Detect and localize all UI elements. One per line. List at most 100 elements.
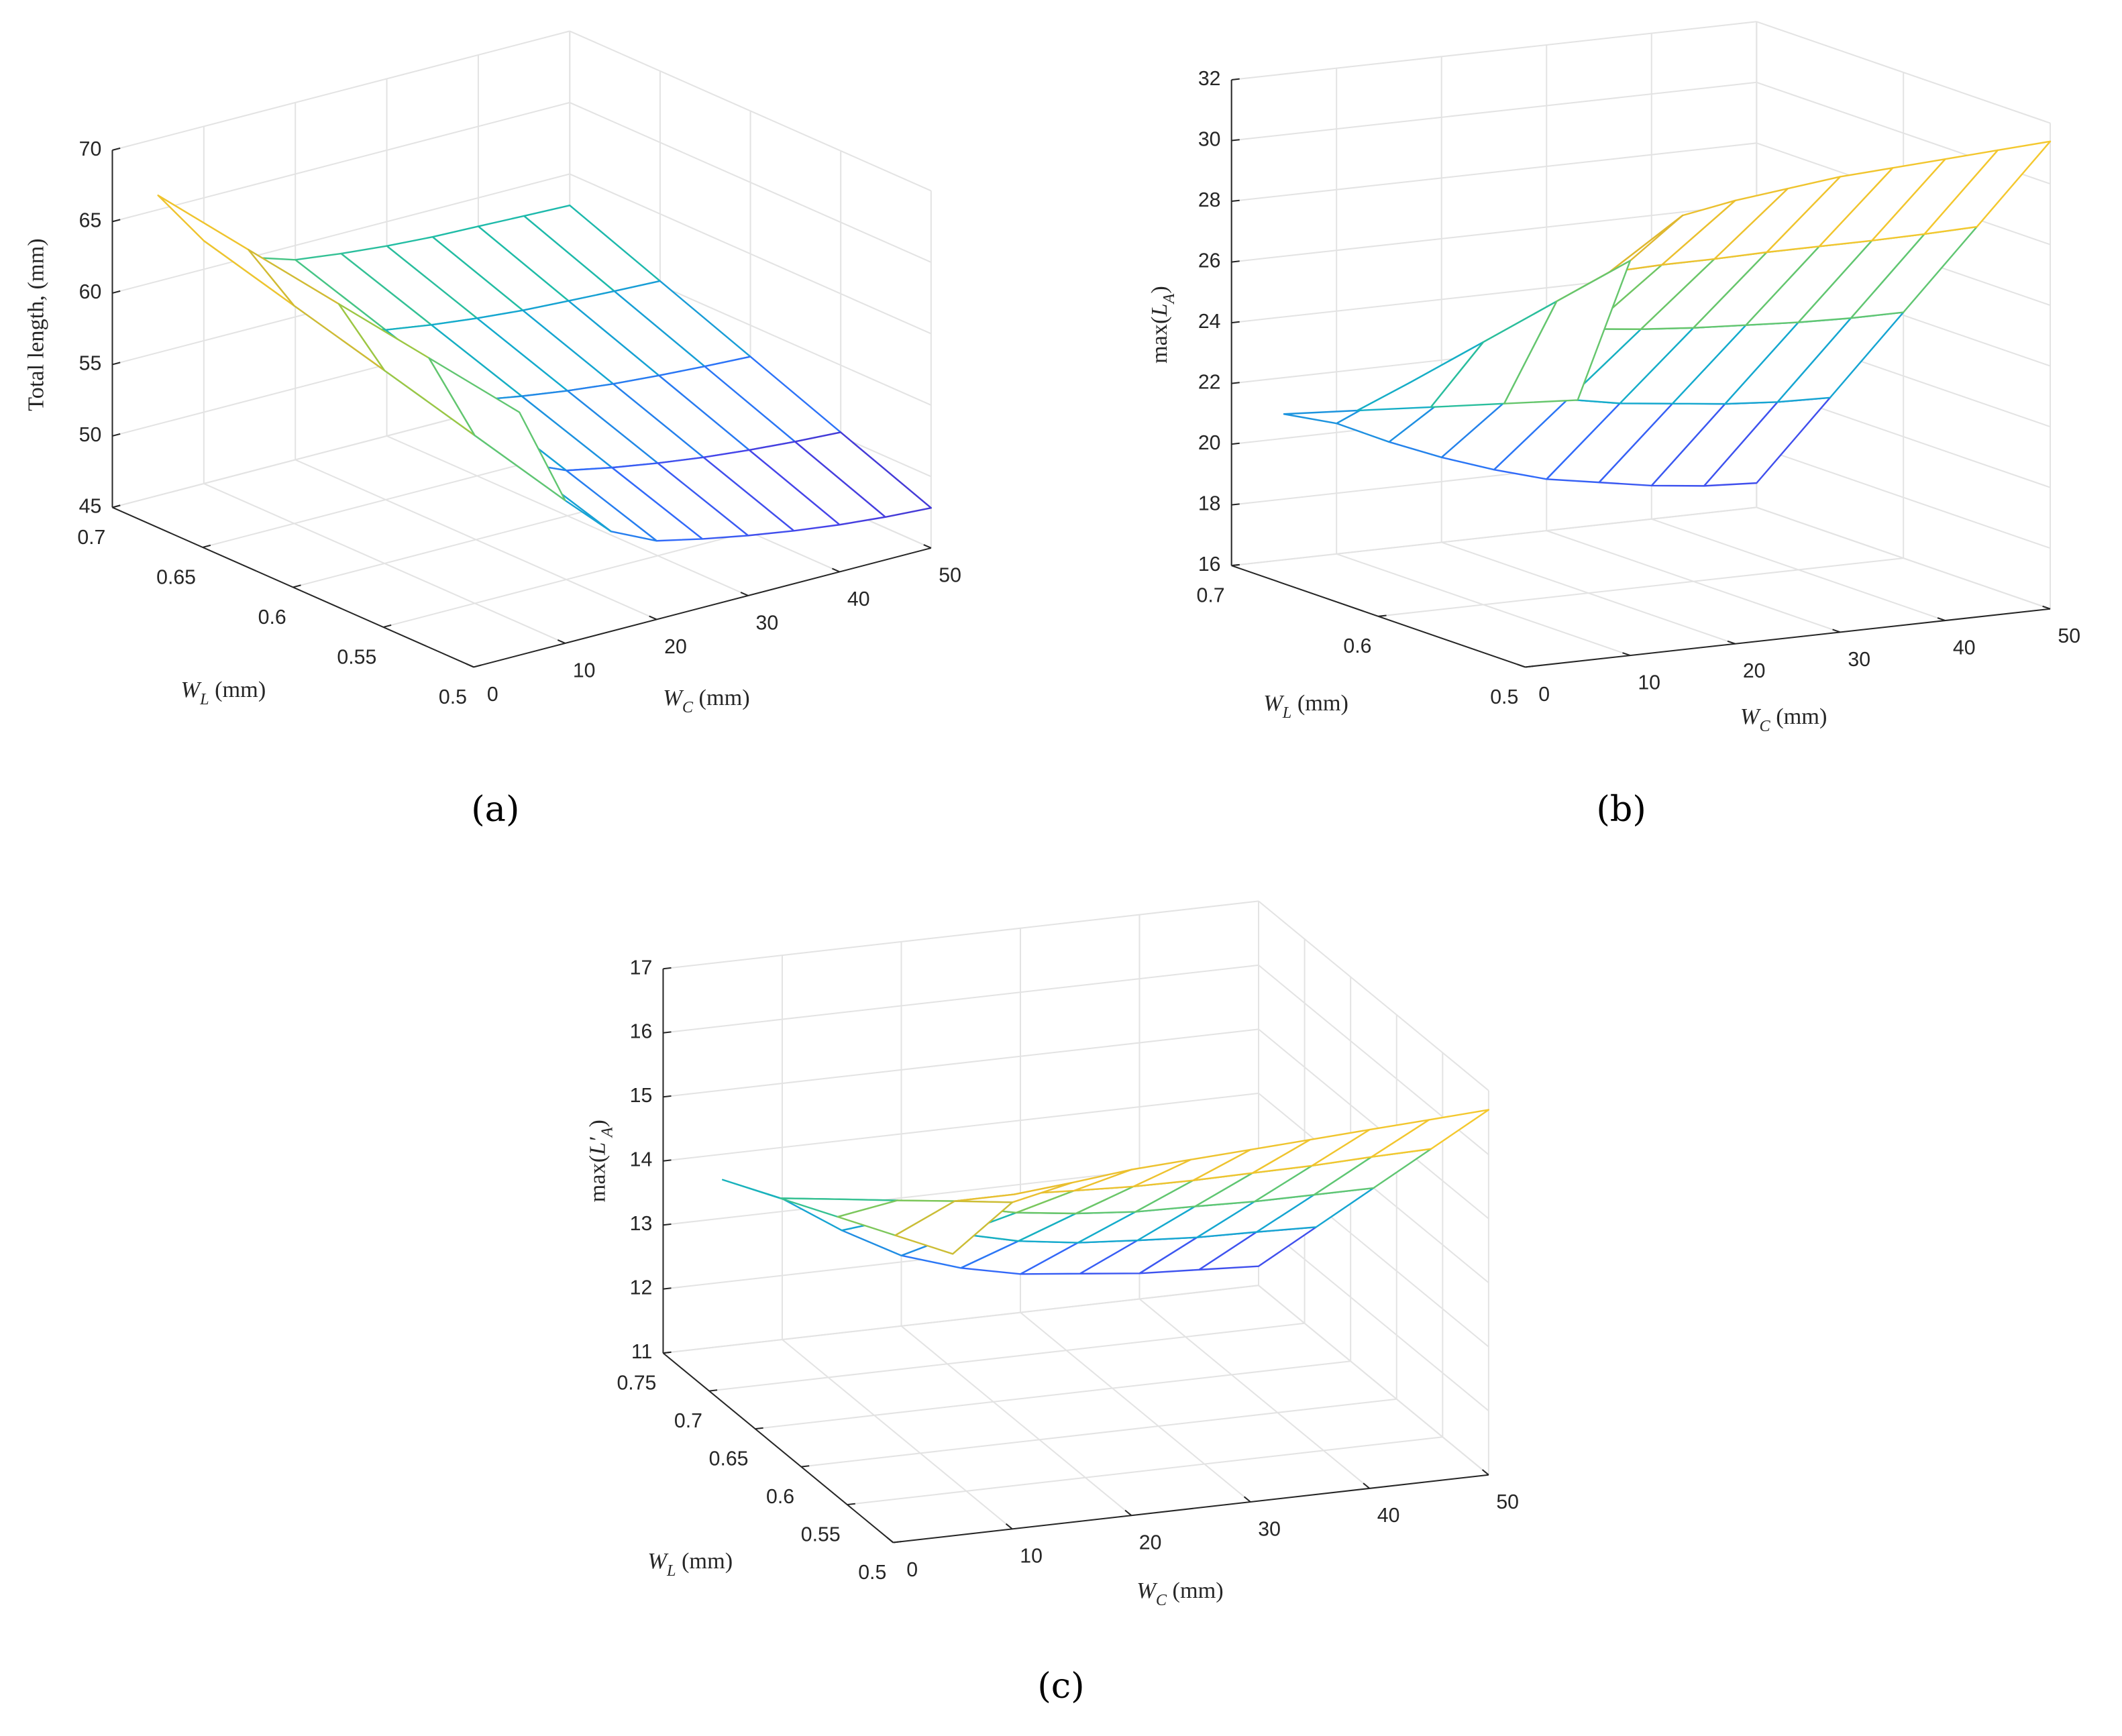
z-tick-label: 70 <box>79 138 102 160</box>
axis-title: max(L′A) <box>585 1120 617 1202</box>
z-tick-label: 12 <box>630 1277 653 1299</box>
x-tick-label: 50 <box>2058 625 2080 647</box>
tick-mark <box>1937 617 1946 622</box>
panel-label: (a) <box>471 789 519 830</box>
grid-line <box>847 1436 1443 1506</box>
y-tick-label: 0.6 <box>258 606 286 629</box>
y-tick-label: 0.5 <box>439 686 467 708</box>
tick-mark <box>1378 614 1387 617</box>
x-axis <box>473 547 932 668</box>
mesh-cell <box>894 1200 1014 1255</box>
tick-mark <box>663 1223 672 1226</box>
z-tick-label: 22 <box>1198 372 1221 394</box>
x-tick-label: 20 <box>664 636 687 658</box>
grid-line <box>1258 1028 1489 1219</box>
axis-title-part: max( <box>585 1155 611 1202</box>
z-tick-label: 18 <box>1198 493 1221 515</box>
grid-line <box>1258 1221 1489 1411</box>
y-tick-label: 0.5 <box>858 1562 886 1584</box>
axis-title-part: W <box>1263 690 1285 716</box>
axis-title-part: (mm) <box>676 1548 733 1574</box>
tick-mark <box>202 544 211 548</box>
y-tick-label: 0.75 <box>617 1372 656 1395</box>
x-tick-label: 40 <box>847 588 870 610</box>
grid-line <box>663 1092 1259 1162</box>
axis-title-part: max( <box>1147 317 1172 364</box>
z-tick-label: 32 <box>1198 68 1221 90</box>
panel-label: (c) <box>1037 1666 1084 1706</box>
y-tick-label: 0.7 <box>77 527 105 549</box>
tick-mark <box>663 967 672 970</box>
tick-mark <box>1231 321 1240 324</box>
x-tick-label: 50 <box>1496 1491 1519 1513</box>
axis-title-part: W <box>1740 704 1762 729</box>
tick-mark <box>466 663 474 668</box>
y-tick-label: 0.65 <box>156 566 196 588</box>
grid-line <box>1231 81 1757 142</box>
z-tick-label: 30 <box>1198 129 1221 151</box>
axis-title-part: C <box>1156 1591 1167 1609</box>
grid-line <box>1231 203 1757 263</box>
z-tick-label: 50 <box>79 424 102 446</box>
tick-mark <box>1005 1523 1013 1530</box>
axis-title-part: (mm) <box>1770 704 1827 729</box>
z-tick-label: 55 <box>79 352 102 374</box>
tick-mark <box>1363 1482 1371 1489</box>
tick-mark <box>2042 605 2051 610</box>
y-tick-label: 0.5 <box>1490 686 1518 708</box>
tick-mark <box>1124 1509 1132 1516</box>
z-tick-label: 16 <box>630 1021 653 1043</box>
x-tick-label: 30 <box>1258 1518 1281 1540</box>
mesh-cell <box>428 357 566 502</box>
axis-title-part: W <box>181 677 203 702</box>
y-tick-label: 0.6 <box>766 1486 794 1508</box>
grid-line <box>1756 506 2051 610</box>
x-tick-label: 30 <box>1848 649 1870 671</box>
y-tick-label: 0.6 <box>1343 635 1371 657</box>
axis-title-part: L′ <box>585 1137 611 1156</box>
z-tick-label: 45 <box>79 495 102 517</box>
panel-label: (b) <box>1596 789 1646 830</box>
tick-mark <box>1622 652 1631 657</box>
z-tick-label: 24 <box>1198 311 1221 333</box>
z-tick-label: 20 <box>1198 432 1221 454</box>
z-tick-label: 60 <box>79 281 102 303</box>
tick-mark <box>663 1351 672 1354</box>
axis-title-part: L <box>1282 704 1291 722</box>
y-tick-label: 0.55 <box>337 646 376 668</box>
axis-title-part: Total length, (mm) <box>23 238 48 411</box>
tick-mark <box>1525 665 1534 668</box>
axis-title: WL (mm) <box>181 677 266 708</box>
x-axis <box>1525 608 2051 668</box>
grid-line <box>755 1360 1351 1430</box>
grid-line <box>1020 1311 1251 1503</box>
axis-title: max(LA) <box>1147 286 1178 364</box>
tick-mark <box>112 290 121 294</box>
z-tick-label: 65 <box>79 209 102 231</box>
axis-title: WC (mm) <box>663 685 749 716</box>
tick-mark <box>708 1389 718 1392</box>
axis-title-part: ) <box>1147 286 1172 293</box>
grid-line <box>1258 1285 1489 1476</box>
tick-mark <box>112 504 121 508</box>
grid-line <box>663 1285 1259 1354</box>
mesh-cell <box>1503 260 1632 404</box>
grid-line <box>1231 142 1757 203</box>
tick-mark <box>847 1503 855 1506</box>
z-tick-label: 13 <box>630 1213 653 1235</box>
y-tick-label: 0.65 <box>709 1448 749 1470</box>
grid-line <box>1756 21 2051 124</box>
axis-title: WC (mm) <box>1740 704 1827 735</box>
z-tick-label: 16 <box>1198 553 1221 576</box>
grid-line <box>1258 900 1489 1091</box>
y-tick-label: 0.55 <box>801 1523 841 1545</box>
x-tick-label: 40 <box>1953 637 1976 659</box>
z-tick-label: 11 <box>631 1341 652 1363</box>
x-tick-label: 10 <box>573 659 596 682</box>
z-tick-label: 28 <box>1198 189 1221 211</box>
y-axis <box>662 1352 894 1543</box>
x-tick-label: 0 <box>906 1559 918 1581</box>
tick-mark <box>740 592 749 596</box>
x-tick-label: 0 <box>1538 684 1550 706</box>
